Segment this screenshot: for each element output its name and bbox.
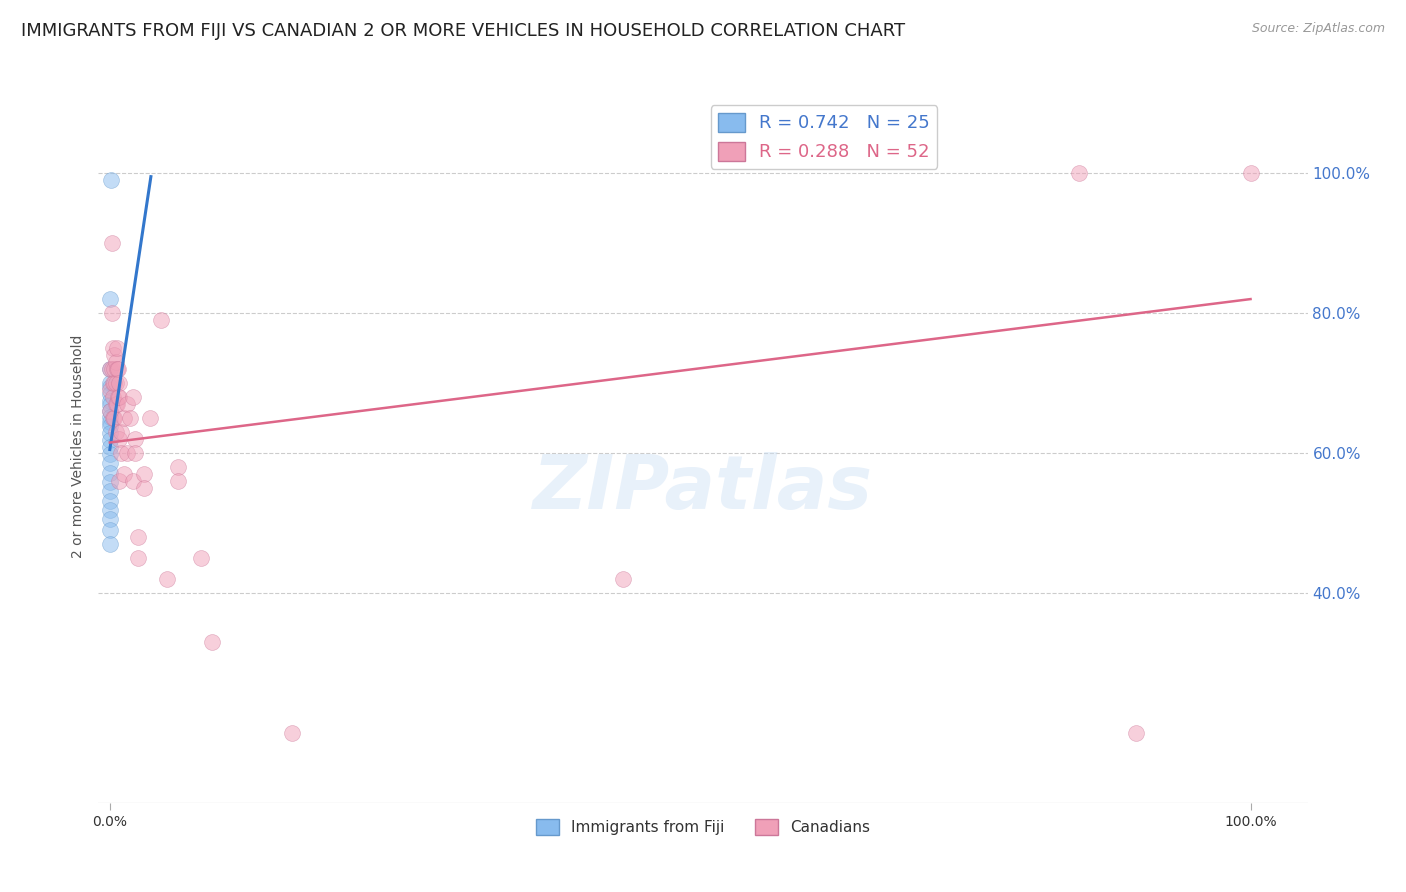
- Text: Source: ZipAtlas.com: Source: ZipAtlas.com: [1251, 22, 1385, 36]
- Point: [150, 313, 173, 327]
- Point: [98, 362, 121, 376]
- Point: [1239, 166, 1261, 180]
- Point: [110, 446, 132, 460]
- Point: [98, 434, 121, 448]
- Point: [112, 467, 135, 481]
- Point: [110, 425, 132, 439]
- Point: [103, 376, 125, 390]
- Y-axis label: 2 or more Vehicles in Household: 2 or more Vehicles in Household: [72, 334, 86, 558]
- Point: [201, 635, 224, 649]
- Point: [98, 484, 121, 499]
- Point: [98, 399, 121, 413]
- Point: [107, 390, 129, 404]
- Point: [98, 426, 121, 441]
- Point: [105, 341, 128, 355]
- Legend: Immigrants from Fiji, Canadians: Immigrants from Fiji, Canadians: [530, 814, 876, 841]
- Point: [98, 503, 121, 517]
- Point: [98, 404, 121, 418]
- Point: [103, 411, 125, 425]
- Point: [98, 404, 121, 418]
- Point: [108, 474, 131, 488]
- Point: [100, 173, 122, 187]
- Point: [612, 572, 634, 586]
- Point: [120, 411, 142, 425]
- Point: [127, 530, 149, 544]
- Point: [98, 537, 121, 551]
- Point: [105, 362, 128, 376]
- Point: [190, 550, 212, 565]
- Point: [156, 572, 179, 586]
- Point: [98, 441, 121, 455]
- Point: [132, 467, 155, 481]
- Point: [98, 292, 121, 306]
- Point: [103, 376, 125, 390]
- Point: [107, 362, 129, 376]
- Point: [98, 379, 121, 393]
- Point: [121, 390, 143, 404]
- Point: [98, 523, 121, 537]
- Point: [103, 341, 125, 355]
- Point: [98, 376, 121, 390]
- Point: [112, 411, 135, 425]
- Point: [139, 411, 162, 425]
- Point: [104, 397, 127, 411]
- Point: [101, 236, 124, 251]
- Point: [103, 348, 125, 362]
- Point: [98, 415, 121, 429]
- Point: [124, 446, 146, 460]
- Point: [98, 493, 121, 508]
- Point: [104, 376, 127, 390]
- Point: [98, 457, 121, 471]
- Point: [98, 512, 121, 526]
- Point: [98, 409, 121, 424]
- Point: [103, 390, 125, 404]
- Point: [281, 726, 304, 740]
- Point: [98, 475, 121, 490]
- Point: [105, 397, 128, 411]
- Point: [98, 419, 121, 434]
- Point: [108, 432, 131, 446]
- Point: [115, 446, 138, 460]
- Point: [1125, 726, 1147, 740]
- Point: [132, 481, 155, 495]
- Point: [98, 386, 121, 401]
- Point: [108, 376, 131, 390]
- Point: [115, 397, 138, 411]
- Point: [124, 432, 146, 446]
- Point: [108, 390, 131, 404]
- Point: [127, 550, 149, 565]
- Text: ZIPatlas: ZIPatlas: [533, 452, 873, 525]
- Point: [104, 425, 127, 439]
- Point: [101, 306, 124, 320]
- Point: [98, 466, 121, 480]
- Text: IMMIGRANTS FROM FIJI VS CANADIAN 2 OR MORE VEHICLES IN HOUSEHOLD CORRELATION CHA: IMMIGRANTS FROM FIJI VS CANADIAN 2 OR MO…: [21, 22, 905, 40]
- Point: [98, 393, 121, 408]
- Point: [98, 383, 121, 397]
- Point: [98, 362, 121, 376]
- Point: [121, 474, 143, 488]
- Point: [104, 355, 127, 369]
- Point: [103, 362, 125, 376]
- Point: [98, 447, 121, 461]
- Point: [167, 460, 190, 475]
- Point: [1069, 166, 1091, 180]
- Point: [167, 474, 190, 488]
- Point: [103, 411, 125, 425]
- Point: [101, 362, 124, 376]
